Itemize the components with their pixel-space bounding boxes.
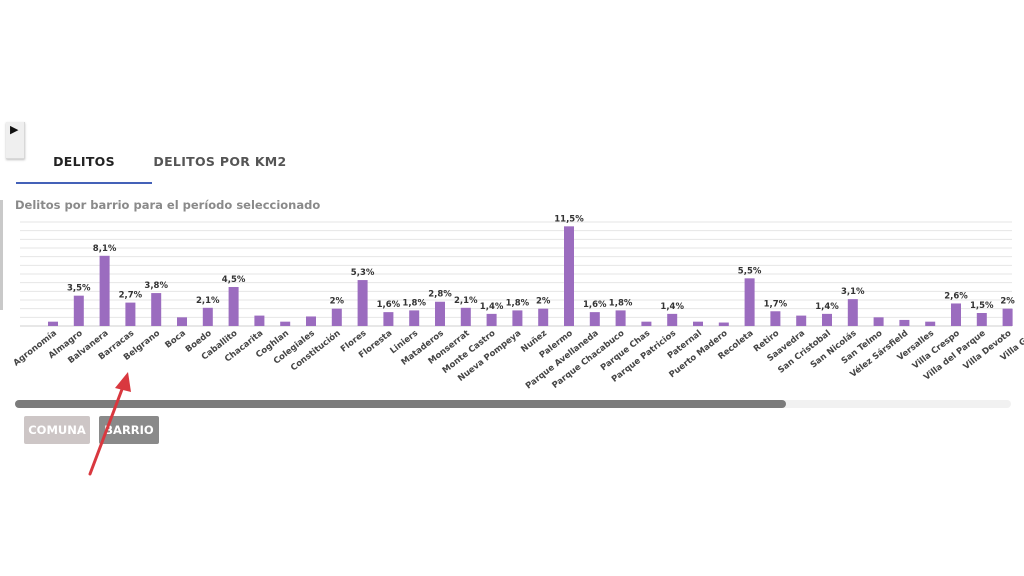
bar-5[interactable]	[177, 317, 187, 326]
bar-27[interactable]	[744, 278, 755, 326]
chart-scroll-thumb[interactable]	[15, 400, 786, 408]
chart-subtitle: Delitos por barrio para el período selec…	[15, 198, 321, 212]
play-triangle-icon: ▶	[10, 123, 19, 136]
data-label: 2%	[330, 297, 345, 307]
bar-16[interactable]	[460, 307, 471, 326]
data-label: 1,4%	[660, 302, 684, 312]
data-label: 2,1%	[196, 296, 220, 306]
data-label: 4,5%	[222, 275, 246, 285]
bar-29[interactable]	[796, 315, 807, 326]
bar-37[interactable]	[1002, 308, 1013, 326]
data-label: 2,1%	[454, 296, 478, 306]
bar-30[interactable]	[822, 313, 832, 326]
bar-33[interactable]	[899, 319, 910, 326]
bar-35[interactable]	[951, 303, 961, 326]
data-label: 11,5%	[554, 214, 584, 224]
bar-21[interactable]	[589, 312, 600, 326]
arrow-head	[115, 372, 131, 392]
bar-22[interactable]	[615, 310, 626, 326]
bar-17[interactable]	[486, 313, 497, 326]
bar-23[interactable]	[641, 321, 652, 326]
data-label: 1,5%	[970, 301, 994, 311]
panel-toggle-button[interactable]: ▶	[6, 122, 25, 159]
bar-28[interactable]	[770, 311, 781, 326]
bar-10[interactable]	[306, 316, 316, 326]
data-label: 1,8%	[609, 298, 633, 308]
bar-13[interactable]	[383, 312, 394, 326]
bar-9[interactable]	[280, 321, 291, 326]
data-label: 1,4%	[480, 302, 504, 312]
data-label: 1,8%	[506, 298, 530, 308]
bar-4[interactable]	[151, 293, 162, 326]
bar-8[interactable]	[254, 315, 265, 326]
data-label: 2%	[536, 297, 551, 307]
bar-34[interactable]	[925, 321, 936, 326]
bar-20[interactable]	[564, 226, 574, 326]
data-label: 3,1%	[841, 287, 865, 297]
bar-15[interactable]	[435, 301, 445, 326]
bar-24[interactable]	[667, 313, 678, 326]
data-label: 5,5%	[738, 266, 762, 276]
data-label: 1,7%	[764, 299, 788, 309]
bar-2[interactable]	[99, 255, 110, 326]
bar-19[interactable]	[538, 308, 549, 326]
bar-1[interactable]	[73, 295, 84, 326]
bar-26[interactable]	[718, 322, 729, 326]
bar-0[interactable]	[48, 321, 58, 326]
data-label: 3,5%	[67, 284, 91, 294]
bar-25[interactable]	[693, 321, 703, 326]
bar-36[interactable]	[976, 313, 987, 326]
data-label: 8,1%	[93, 244, 117, 254]
left-edge-scrollbar[interactable]	[0, 200, 3, 310]
bar-11[interactable]	[331, 308, 342, 326]
bar-31[interactable]	[847, 299, 858, 326]
data-label: 2,6%	[944, 291, 968, 301]
data-label: 2%	[1000, 297, 1015, 307]
bar-18[interactable]	[512, 310, 523, 326]
bar-chart: Agronomía3,5%Almagro8,1%Balvanera2,7%Bar…	[12, 214, 1024, 391]
data-label: 1,6%	[583, 300, 607, 310]
bar-12[interactable]	[357, 280, 368, 326]
bar-32[interactable]	[873, 317, 884, 326]
comuna-button[interactable]: COMUNA	[24, 416, 90, 444]
data-label: 2,8%	[428, 290, 452, 300]
data-label: 1,8%	[402, 298, 426, 308]
arrow-shaft	[88, 382, 126, 476]
data-label: 3,8%	[144, 281, 168, 291]
tab-delitos[interactable]: DELITOS	[16, 152, 152, 184]
tab-delitos-por-km2[interactable]: DELITOS POR KM2	[153, 154, 287, 169]
data-label: 1,6%	[377, 300, 401, 310]
bar-6[interactable]	[202, 307, 213, 326]
data-label: 1,4%	[815, 302, 839, 312]
bar-14[interactable]	[409, 310, 420, 326]
data-label: 2,7%	[119, 291, 143, 301]
data-label: 5,3%	[351, 268, 375, 278]
bar-7[interactable]	[228, 287, 239, 326]
bar-3[interactable]	[125, 302, 136, 326]
